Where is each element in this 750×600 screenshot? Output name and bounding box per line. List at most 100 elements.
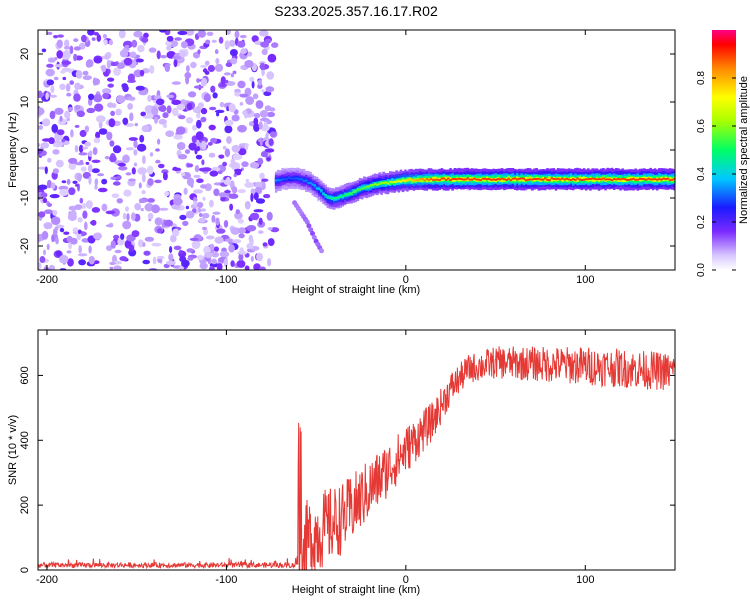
noise-blob — [119, 256, 128, 262]
noise-blob — [61, 138, 66, 143]
noise-blob — [142, 115, 153, 119]
noise-blob — [110, 240, 117, 249]
noise-blob — [141, 173, 146, 183]
noise-blob — [137, 167, 147, 175]
noise-blob — [134, 203, 142, 211]
signal-trace-segment — [300, 178, 304, 181]
noise-blob — [231, 186, 238, 194]
noise-blob — [159, 30, 167, 33]
signal-trace-segment — [348, 192, 351, 195]
noise-blob — [218, 83, 228, 87]
snr-series-line — [38, 346, 675, 570]
noise-blob — [215, 58, 220, 65]
noise-blob — [144, 236, 155, 242]
noise-blob — [238, 253, 244, 261]
signal-trace-segment — [615, 178, 618, 181]
noise-blob — [186, 102, 193, 111]
noise-blob — [55, 224, 65, 229]
noise-blob — [93, 94, 103, 103]
noise-blob — [208, 124, 216, 131]
signal-trace-segment — [625, 179, 629, 181]
colorbar-tick-label: 0.6 — [696, 119, 707, 133]
noise-blob — [232, 239, 242, 244]
signal-trace-segment — [393, 181, 396, 183]
noise-blob — [174, 37, 182, 41]
noise-blob — [55, 237, 59, 245]
noise-blob — [249, 212, 260, 221]
noise-blob — [255, 100, 264, 109]
noise-blob — [126, 96, 136, 101]
chart-title: S233.2025.357.16.17.R02 — [274, 3, 438, 19]
noise-blob — [40, 142, 50, 149]
signal-trace-segment — [279, 177, 282, 182]
noise-blob — [104, 53, 110, 60]
noise-blob — [107, 102, 114, 108]
noise-blob — [50, 85, 55, 94]
signal-trace-segment — [572, 178, 575, 180]
noise-blob — [232, 154, 243, 160]
signal-trace-segment — [513, 177, 517, 182]
noise-blob — [259, 172, 265, 180]
signal-trace-segment — [333, 196, 336, 199]
signal-trace-segment — [565, 177, 568, 180]
signal-trace-segment — [658, 178, 661, 183]
signal-trace-segment — [494, 179, 497, 181]
signal-trace-segment — [574, 179, 577, 181]
noise-blob — [225, 62, 233, 67]
noise-blob — [237, 40, 246, 48]
secondary-trace-point — [304, 219, 310, 225]
noise-blob — [119, 49, 129, 58]
signal-trace-segment — [307, 181, 310, 184]
noise-blob — [62, 76, 67, 81]
noise-blob — [142, 259, 150, 265]
noise-blob — [124, 45, 130, 48]
noise-blob — [91, 159, 101, 163]
noise-blob — [133, 30, 143, 38]
noise-blob — [63, 46, 71, 50]
noise-blob — [49, 194, 60, 199]
noise-blob — [209, 243, 215, 251]
noise-blob — [63, 39, 70, 48]
signal-trace-segment — [341, 194, 345, 197]
signal-trace-segment — [434, 178, 437, 181]
signal-trace-segment — [526, 178, 530, 181]
signal-trace-segment — [287, 177, 291, 181]
noise-blob — [213, 246, 219, 252]
secondary-trace-point — [306, 223, 312, 229]
noise-blob — [94, 178, 99, 186]
noise-blob — [86, 107, 96, 114]
noise-blob — [102, 88, 112, 95]
signal-trace-segment — [509, 179, 513, 182]
noise-blob — [41, 48, 47, 53]
noise-blob — [74, 145, 79, 153]
signal-trace-segment — [511, 177, 515, 180]
noise-blob — [178, 115, 186, 120]
noise-blob — [107, 77, 115, 82]
colorbar-tick-label: 0.2 — [696, 215, 707, 229]
signal-trace-segment — [305, 179, 308, 182]
noise-blob — [196, 78, 201, 83]
signal-trace-segment — [638, 177, 642, 180]
noise-blob — [38, 125, 43, 130]
noise-blob — [211, 215, 216, 223]
noise-blob — [136, 143, 147, 152]
noise-blob — [218, 192, 228, 198]
noise-blob — [102, 33, 107, 39]
spectrogram-y-ticks: -20 -10 0 10 20 — [19, 48, 675, 254]
signal-trace-segment — [507, 177, 510, 180]
noise-blob — [218, 154, 225, 159]
noise-blob — [78, 152, 88, 156]
signal-trace-segment — [470, 178, 474, 181]
noise-blob — [269, 107, 276, 112]
noise-blob — [181, 259, 190, 268]
signal-trace-segment — [660, 178, 663, 181]
signal-trace-segment — [612, 178, 616, 180]
noise-blob — [110, 110, 115, 117]
noise-blob — [225, 79, 229, 84]
x-tick-label: 100 — [576, 574, 594, 586]
noise-blob — [172, 55, 182, 60]
noise-blob — [195, 131, 204, 141]
spectrogram-y-label: Frequency (Hz) — [7, 112, 19, 188]
noise-blob — [81, 203, 87, 209]
signal-trace-segment — [292, 177, 295, 180]
